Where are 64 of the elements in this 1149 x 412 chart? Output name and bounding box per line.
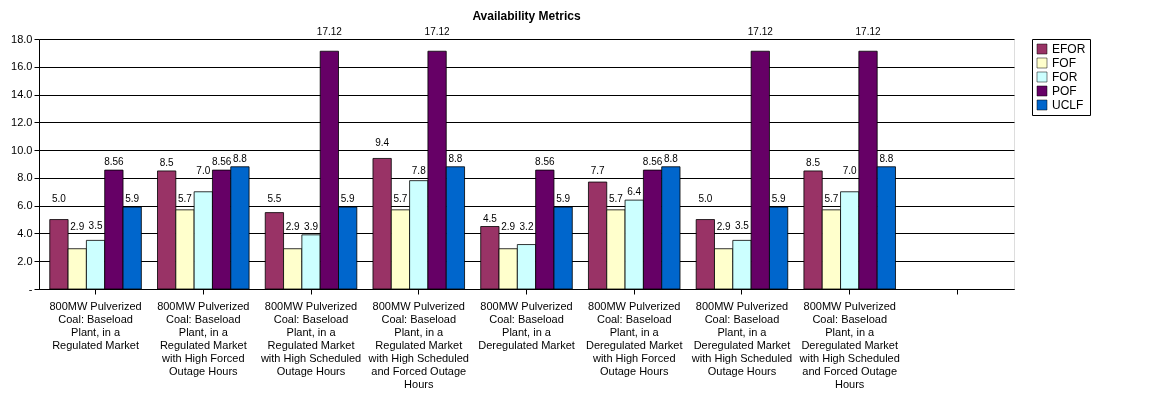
y-tick-label: 2.0 bbox=[17, 254, 33, 267]
data-label: 17.12 bbox=[747, 26, 774, 38]
data-label: 5.9 bbox=[340, 193, 356, 205]
data-label: 5.0 bbox=[698, 192, 713, 204]
data-label: 8.8 bbox=[663, 152, 679, 164]
data-label: 5.0 bbox=[51, 192, 67, 204]
data-label: 8.56 bbox=[104, 156, 125, 168]
y-tick-label: 8.0 bbox=[17, 171, 33, 184]
data-label: 3.2 bbox=[519, 220, 534, 232]
x-tick-label: 800MW Pulverized Coal: Baseload Plant, in a Deregulated Market bbox=[478, 299, 575, 351]
data-label: 5.7 bbox=[824, 192, 839, 204]
data-label: 8.5 bbox=[806, 156, 821, 168]
chart-title: Availability Metrics bbox=[472, 9, 581, 24]
data-label: 17.12 bbox=[855, 26, 881, 38]
data-label: 5.7 bbox=[608, 192, 624, 204]
data-label: 8.56 bbox=[211, 156, 232, 168]
data-label: 3.5 bbox=[735, 220, 750, 232]
data-label: 8.5 bbox=[159, 156, 175, 168]
data-label: 5.9 bbox=[125, 193, 140, 205]
y-tick-label: 4.0 bbox=[17, 226, 33, 239]
y-tick-label: 14.0 bbox=[11, 88, 33, 101]
x-tick-label: 800MW Pulverized Coal: Baseload Plant, in a Regulated Market with High Forced Outage Hours bbox=[157, 299, 250, 377]
data-label: 5.7 bbox=[178, 192, 193, 204]
data-label: 2.9 bbox=[70, 220, 85, 232]
data-label: 3.5 bbox=[88, 220, 103, 232]
data-label: 7.0 bbox=[842, 164, 858, 176]
x-tick-label: 800MW Pulverized Coal: Baseload Plant, in a Deregulated Market with High Forced Outage Hours bbox=[585, 299, 683, 377]
data-label: 9.4 bbox=[375, 137, 390, 149]
x-tick-label: 800MW Pulverized Coal: Baseload Plant, in a Deregulated Market with High Scheduled Outage Hours bbox=[690, 299, 793, 377]
data-label: 17.12 bbox=[424, 26, 451, 38]
x-tick-label: 800MW Pulverized Coal: Baseload Plant, in a Regulated Market bbox=[49, 299, 142, 351]
data-label: 5.5 bbox=[267, 192, 282, 204]
data-label: 7.7 bbox=[590, 165, 605, 177]
legend-label: FOF bbox=[1052, 56, 1076, 70]
data-label: 8.56 bbox=[642, 156, 663, 168]
data-label: 2.9 bbox=[285, 220, 301, 232]
data-label: 2.9 bbox=[501, 220, 516, 232]
y-tick-label: 10.0 bbox=[11, 143, 33, 156]
data-label: 7.0 bbox=[196, 164, 211, 176]
data-label: 5.9 bbox=[556, 193, 571, 205]
data-label: 4.5 bbox=[482, 212, 498, 224]
data-label: 2.9 bbox=[716, 220, 732, 232]
legend-label: EFOR bbox=[1052, 42, 1086, 56]
data-label: 8.8 bbox=[232, 152, 248, 164]
data-label: 5.7 bbox=[393, 192, 408, 204]
x-tick-label: 800MW Pulverized Coal: Baseload Plant, in a Regulated Market with High Scheduled Outage Hours bbox=[259, 299, 362, 377]
legend-label: FOR bbox=[1052, 70, 1078, 84]
data-label: 6.4 bbox=[627, 186, 642, 198]
y-tick-label: 16.0 bbox=[11, 60, 33, 73]
legend-label: POF bbox=[1052, 84, 1077, 98]
data-label: 7.8 bbox=[411, 164, 427, 176]
y-tick-label: 6.0 bbox=[17, 199, 33, 212]
data-label: 8.56 bbox=[535, 156, 555, 168]
data-label: 8.8 bbox=[879, 152, 894, 164]
data-label: 5.9 bbox=[771, 193, 786, 205]
data-label: 8.8 bbox=[448, 152, 463, 164]
data-label: 3.9 bbox=[304, 220, 319, 232]
y-tick-label: 18.0 bbox=[11, 32, 33, 45]
y-tick-label: 12.0 bbox=[11, 115, 33, 128]
x-tick-label: 800MW Pulverized Coal: Baseload Plant, in a Deregulated Market with High Scheduled and Forced Outage Hours bbox=[798, 299, 900, 390]
y-tick-label: - bbox=[28, 282, 33, 295]
data-label: 17.12 bbox=[316, 26, 343, 38]
x-tick-label: 800MW Pulverized Coal: Baseload Plant, in a Regulated Market with High Scheduled and Forced Outage Hours bbox=[367, 299, 469, 390]
legend-label: UCLF bbox=[1052, 98, 1084, 112]
